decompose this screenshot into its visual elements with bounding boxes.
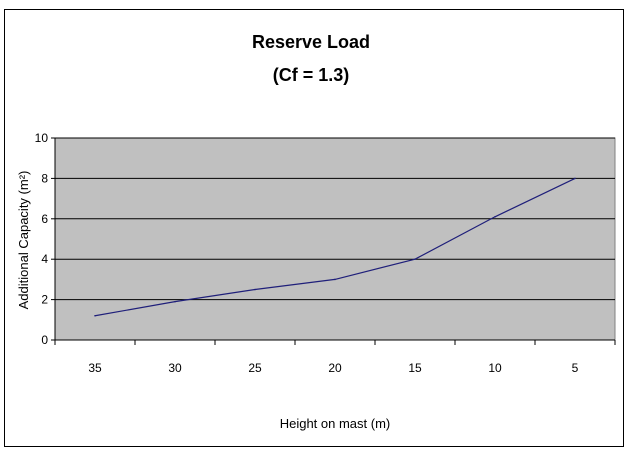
- data-point-10: [494, 215, 496, 218]
- y-axis-label: Additional Capacity (m²): [16, 171, 31, 310]
- y-tick-label-8: 8: [41, 171, 48, 185]
- x-tick-label-10: 10: [488, 361, 502, 375]
- data-point-15: [414, 258, 416, 261]
- x-tick-label-35: 35: [88, 361, 102, 375]
- data-point-25: [254, 288, 256, 291]
- plot-area: [54, 137, 616, 341]
- y-tick-label-0: 0: [41, 333, 48, 347]
- x-tick-label-25: 25: [248, 361, 262, 375]
- data-point-20: [334, 278, 336, 281]
- x-tick-label-15: 15: [408, 361, 422, 375]
- y-tick-label-2: 2: [41, 293, 48, 307]
- x-tick-label-5: 5: [572, 361, 579, 375]
- x-tick-label-20: 20: [328, 361, 342, 375]
- chart-title: Reserve Load: [252, 32, 370, 52]
- data-point-5: [574, 177, 576, 180]
- y-tick-label-4: 4: [41, 252, 48, 266]
- y-axis-ticks: 0 2 4 6 8 10: [35, 131, 615, 347]
- data-point-35: [94, 314, 96, 317]
- data-point-30: [174, 300, 176, 303]
- series-group: [94, 177, 576, 317]
- x-tick-label-30: 30: [168, 361, 182, 375]
- chart-subtitle: (Cf = 1.3): [273, 65, 350, 85]
- y-tick-label-10: 10: [35, 131, 49, 145]
- x-axis-ticks: 35 30 25 20 15 10 5: [54, 340, 616, 375]
- x-axis-label: Height on mast (m): [280, 416, 391, 431]
- y-tick-label-6: 6: [41, 212, 48, 226]
